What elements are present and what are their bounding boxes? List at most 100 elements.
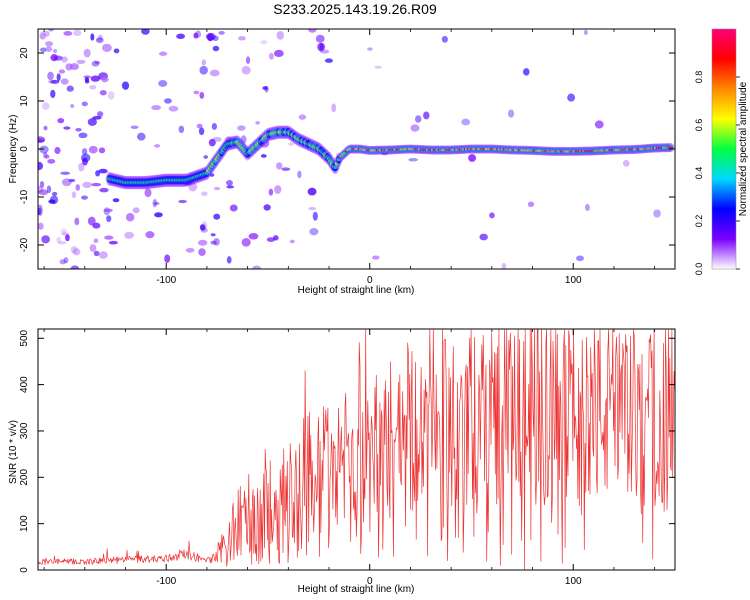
spectrogram-noise-cell bbox=[193, 32, 199, 39]
x-tick-label: 0 bbox=[367, 576, 373, 587]
spectrogram-noise-cell bbox=[47, 71, 54, 81]
spectrogram-noise-cell bbox=[164, 98, 172, 104]
spectrogram-noise-cell bbox=[527, 201, 535, 208]
spectrogram-noise-cell bbox=[84, 79, 90, 84]
spectrogram-noise-cell bbox=[125, 213, 135, 222]
spectrogram-noise-cell bbox=[207, 33, 214, 42]
spectrogram-noise-cell bbox=[594, 120, 604, 129]
spectrogram-noise-cell bbox=[263, 204, 271, 211]
spectrogram-noise-cell bbox=[312, 211, 318, 221]
spectrogram-noise-cell bbox=[48, 199, 56, 204]
spectrogram-noise-cell bbox=[106, 215, 112, 223]
spectrogram-noise-cell bbox=[255, 121, 260, 125]
spectrogram-noise-cell bbox=[47, 158, 56, 164]
spectrogram-noise-cell bbox=[98, 251, 108, 259]
spectrogram-noise-cell bbox=[57, 241, 67, 245]
spectrogram-noise-cell bbox=[151, 104, 162, 111]
spectrogram-noise-cell bbox=[45, 41, 54, 47]
snr-y-ticks: 0 100 200 300 400 500 bbox=[19, 329, 675, 573]
spectrogram-noise-cell bbox=[38, 139, 45, 143]
spectrogram-noise-cell bbox=[583, 29, 588, 36]
spectrogram-x-ticks: -100 0 100 bbox=[43, 29, 656, 286]
spectrogram-noise-cell bbox=[82, 181, 92, 189]
spectrogram-noise-cell bbox=[93, 238, 99, 244]
spectrogram-noise-cell bbox=[45, 46, 53, 52]
spectrogram-noise-cell bbox=[199, 224, 206, 231]
spectrogram-noise-cell bbox=[269, 52, 274, 60]
spectrogram-noise-cell bbox=[209, 69, 220, 77]
spectrogram-noise-cell bbox=[319, 43, 324, 51]
spectrogram-noise-cell bbox=[73, 29, 82, 37]
spectrogram-noise-cell bbox=[80, 153, 91, 163]
spectrogram-noise-cell bbox=[178, 125, 185, 134]
spectrogram-noise-cell bbox=[507, 109, 515, 118]
spectrogram-noise-cell bbox=[39, 181, 45, 188]
spectrogram-noise-cell bbox=[38, 204, 43, 212]
spectrogram-noise-cell bbox=[164, 254, 171, 264]
y-tick-label: 500 bbox=[19, 329, 30, 346]
spectrogram-noise-cell bbox=[75, 184, 81, 191]
spectrogram-noise-cell bbox=[90, 33, 95, 41]
colorbar-label: Normalized spectral amplitude bbox=[738, 81, 749, 216]
spectrogram-noise-cell bbox=[489, 212, 495, 219]
spectrogram-noise-cell bbox=[307, 29, 317, 33]
spectrogram-noise-cell bbox=[408, 157, 418, 162]
y-tick-label: 0 bbox=[19, 146, 30, 152]
spectrogram-noise-cell bbox=[307, 187, 317, 196]
spectrogram-noise-cell bbox=[331, 103, 337, 113]
spectrogram-noise-cell bbox=[81, 195, 88, 200]
spectrogram-noise-cell bbox=[178, 199, 187, 204]
spectrogram-noise-cell bbox=[309, 228, 319, 236]
spectrogram-noise-cell bbox=[241, 238, 251, 247]
spectrogram-noise-cell bbox=[188, 182, 198, 192]
spectrogram-noise-cell bbox=[198, 248, 206, 257]
spectrogram-noise-cell bbox=[372, 255, 380, 260]
spectrogram-noise-cell bbox=[468, 154, 477, 162]
spectrogram-noise-cell bbox=[58, 69, 66, 74]
x-tick-label: 0 bbox=[367, 275, 373, 286]
spectrogram-noise-cell bbox=[260, 154, 267, 158]
spectrogram-noise-cell bbox=[212, 45, 220, 52]
spectrogram-noise-cell bbox=[50, 89, 56, 99]
spectrogram-noise-cell bbox=[98, 168, 108, 174]
spectrogram-y-ticks: -20 -10 0 10 20 bbox=[19, 47, 675, 252]
spectrogram-noise-cell bbox=[101, 76, 109, 83]
spectrogram-noise-cell bbox=[103, 208, 113, 213]
spectrogram-noise-cell bbox=[56, 73, 61, 82]
spectrogram-noise-cell bbox=[367, 47, 373, 51]
spectrogram-noise-cell bbox=[298, 114, 307, 120]
spectrogram-noise-cell bbox=[99, 187, 109, 193]
spectrogram-noise-cell bbox=[237, 125, 246, 131]
spectrogram-noise-cell bbox=[289, 239, 295, 244]
spectrogram-noise-cell bbox=[60, 56, 68, 63]
x-tick-label: 100 bbox=[565, 275, 582, 286]
spectrogram-noise-cell bbox=[567, 93, 576, 102]
spectrogram-noise-cell bbox=[38, 222, 44, 230]
y-tick-label: 400 bbox=[19, 376, 30, 393]
spectrogram-noise-cell bbox=[185, 247, 195, 253]
spectrogram-noise-cell bbox=[63, 257, 69, 264]
spectrogram-noise-cell bbox=[622, 160, 630, 167]
spectrogram-noise-cell bbox=[40, 31, 45, 40]
x-tick-label: -100 bbox=[156, 275, 176, 286]
spectrogram-noise-cell bbox=[209, 173, 215, 177]
spectrogram-noise-cell bbox=[200, 191, 208, 197]
spectrogram-noise-cell bbox=[76, 59, 86, 64]
spectrogram-noise-cell bbox=[260, 40, 268, 45]
colorbar bbox=[712, 29, 736, 269]
spectrogram-noise-cell bbox=[585, 203, 590, 211]
spectrogram-noise-cell bbox=[65, 63, 73, 71]
spectrogram-noise-cell bbox=[50, 54, 58, 62]
spectrogram-noise-cell bbox=[479, 233, 488, 241]
spectrogram-noise-cell bbox=[60, 78, 69, 85]
spectrogram-noise-cell bbox=[70, 104, 75, 108]
y-tick-label: 200 bbox=[19, 469, 30, 486]
spectrogram-noise-cell bbox=[203, 155, 209, 159]
spectrogram-noise-cell bbox=[68, 178, 76, 183]
spectrogram-noise-cell bbox=[154, 212, 163, 218]
spectrogram-noise-cell bbox=[501, 262, 507, 269]
spectrogram-noise-cell bbox=[237, 36, 246, 41]
spectrogram-noise-cell bbox=[210, 233, 216, 237]
spectrogram-noise-cell bbox=[274, 49, 284, 58]
